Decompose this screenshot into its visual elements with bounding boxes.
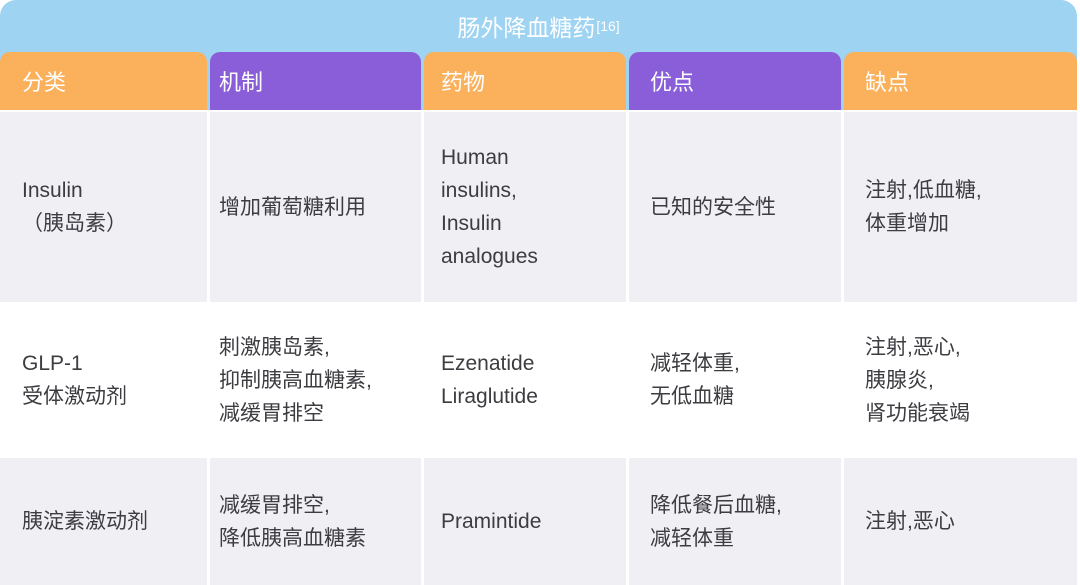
cell-category: GLP-1 受体激动剂	[22, 352, 127, 408]
table-row-amylin: 胰淀素激动剂 减缓胃排空, 降低胰高血糖素 Pramintide 降低餐后血糖,…	[0, 458, 1077, 585]
cell-mechanism: 减缓胃排空, 降低胰高血糖素	[210, 458, 421, 585]
column-header-category: 分类	[0, 52, 207, 110]
table-row-insulin: Insulin （胰岛素） 增加葡萄糖利用 Human insulins, In…	[0, 112, 1077, 302]
cell-drug: Pramintide	[424, 458, 626, 585]
table-row-glp1: GLP-1 受体激动剂 刺激胰岛素, 抑制胰高血糖素, 减缓胃排空 Ezenat…	[0, 302, 1077, 458]
cell-category: Insulin （胰岛素）	[0, 112, 207, 302]
table-body: Insulin （胰岛素） 增加葡萄糖利用 Human insulins, In…	[0, 112, 1077, 585]
column-header-drug: 药物	[424, 52, 626, 110]
table-title: 肠外降血糖药	[457, 15, 596, 41]
cell-disadvantages: 注射,恶心	[844, 458, 1077, 585]
cell-category: 胰淀素激动剂	[0, 458, 207, 585]
cell-advantages: 已知的安全性	[629, 112, 841, 302]
table-header-row: 分类 机制 药物 优点 缺点	[0, 52, 1077, 110]
citation-reference[interactable]: [16]	[596, 18, 620, 34]
cell-mechanism: 刺激胰岛素, 抑制胰高血糖素, 减缓胃排空	[219, 335, 372, 425]
column-header-disadvantages: 缺点	[844, 52, 1077, 110]
cell-drug: Human insulins, Insulin analogues	[424, 112, 626, 302]
cell-disadvantages: 注射,恶心, 胰腺炎, 肾功能衰竭	[865, 335, 970, 425]
column-header-mechanism: 机制	[210, 52, 421, 110]
cell-mechanism: 增加葡萄糖利用	[210, 112, 421, 302]
cell-advantages: 减轻体重, 无低血糖	[650, 352, 740, 408]
table-title-bar: 肠外降血糖药 [16]	[0, 0, 1077, 52]
table-top-band: 肠外降血糖药 [16] 分类 机制 药物 优点 缺点	[0, 0, 1077, 110]
column-header-advantages: 优点	[629, 52, 841, 110]
cell-drug: Ezenatide Liraglutide	[441, 352, 538, 408]
cell-disadvantages: 注射,低血糖, 体重增加	[844, 112, 1077, 302]
cell-advantages: 降低餐后血糖, 减轻体重	[629, 458, 841, 585]
